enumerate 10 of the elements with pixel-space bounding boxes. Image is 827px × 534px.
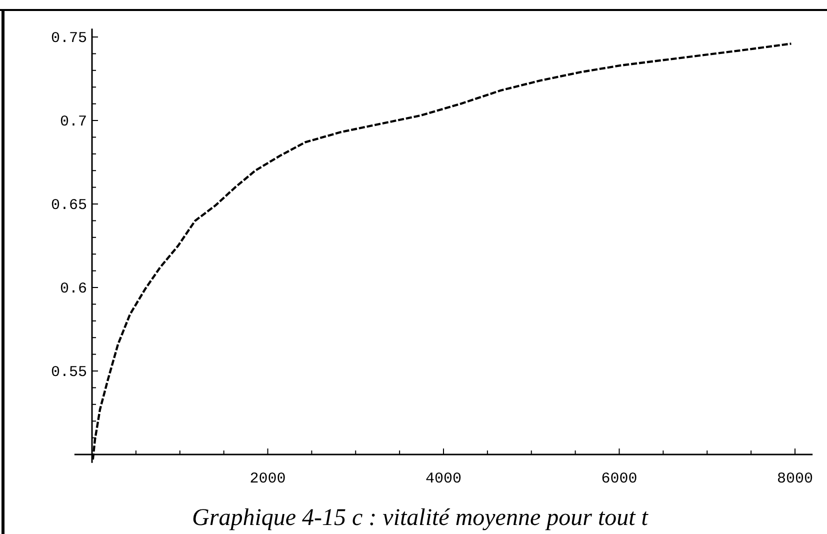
y-tick-label: 0.7 (60, 114, 87, 130)
x-tick-label: 4000 (425, 470, 462, 488)
y-tick-label: 0.6 (60, 280, 87, 298)
x-tick-label: 8000 (776, 470, 814, 488)
x-tick-label: 2000 (250, 470, 286, 488)
y-tick-label: 0.75 (50, 30, 87, 47)
y-tick-label: 0.55 (50, 364, 87, 381)
x-tick-label: 6000 (601, 470, 638, 488)
text: Graphique 4-15 c : vitalité moyenne pour tout t (192, 505, 650, 531)
y-tick-label: 0.65 (50, 197, 87, 214)
